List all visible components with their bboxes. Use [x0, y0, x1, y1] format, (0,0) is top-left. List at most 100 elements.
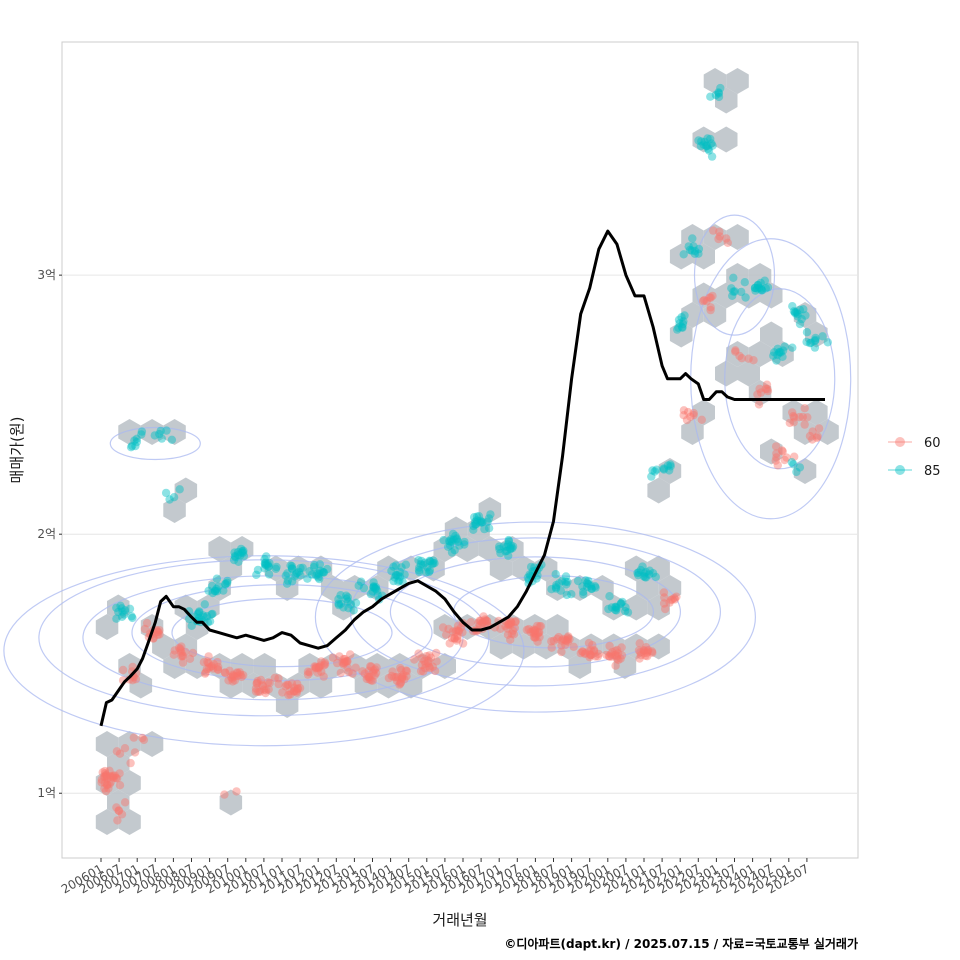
data-point-85 — [790, 308, 800, 317]
data-point-60 — [140, 624, 150, 634]
data-point-60 — [153, 630, 162, 639]
data-point-60 — [474, 618, 483, 627]
hexbin-cell — [107, 594, 130, 621]
data-point-60 — [103, 780, 112, 789]
data-point-60 — [367, 662, 376, 671]
data-point-60 — [129, 733, 138, 742]
data-point-85 — [469, 525, 478, 534]
data-point-60 — [111, 773, 121, 783]
data-point-85 — [128, 613, 137, 623]
data-point-85 — [446, 535, 455, 544]
hexbin-cell — [692, 399, 715, 426]
data-point-60 — [659, 588, 669, 597]
data-point-60 — [343, 663, 352, 672]
data-point-85 — [264, 562, 273, 571]
data-point-60 — [511, 617, 520, 626]
data-point-85 — [789, 307, 799, 316]
hexbin-cell — [658, 458, 682, 484]
data-point-60 — [588, 640, 597, 650]
hexbin-cell — [568, 653, 592, 679]
y-tick-label: 3억 — [37, 268, 56, 282]
data-point-60 — [103, 774, 112, 783]
median-line — [99, 229, 825, 727]
hexbin-cell — [208, 575, 231, 601]
data-point-60 — [363, 672, 372, 681]
plot-panel — [61, 41, 859, 859]
data-point-60 — [432, 648, 441, 658]
data-point-60 — [507, 618, 516, 627]
data-point-85 — [342, 591, 351, 600]
data-point-85 — [334, 599, 343, 608]
data-point-85 — [290, 572, 299, 581]
data-point-85 — [265, 558, 274, 568]
hexbin-cell — [647, 633, 670, 660]
data-point-85 — [810, 343, 820, 352]
data-point-60 — [384, 673, 394, 683]
hexbin-cell — [523, 614, 547, 640]
data-point-85 — [772, 356, 781, 365]
data-point-60 — [763, 385, 772, 394]
data-point-85 — [373, 591, 382, 600]
data-point-85 — [287, 564, 297, 574]
density-contour — [3, 555, 525, 747]
data-point-60 — [340, 657, 349, 666]
data-point-85 — [430, 559, 439, 568]
data-point-85 — [356, 577, 366, 586]
data-point-85 — [126, 443, 136, 452]
data-point-60 — [265, 678, 274, 688]
data-point-60 — [466, 618, 476, 627]
hexbin-cell — [174, 633, 198, 660]
data-point-85 — [305, 567, 314, 576]
data-point-60 — [808, 435, 817, 444]
data-point-60 — [154, 627, 163, 637]
data-point-85 — [200, 600, 209, 609]
data-point-60 — [772, 449, 781, 458]
data-point-85 — [260, 559, 270, 568]
data-point-85 — [127, 441, 137, 451]
data-point-85 — [271, 564, 281, 573]
data-point-85 — [586, 581, 596, 591]
data-point-85 — [236, 544, 246, 554]
data-point-60 — [220, 790, 229, 799]
data-point-60 — [665, 598, 674, 607]
data-point-85 — [315, 560, 325, 569]
data-point-60 — [772, 453, 781, 462]
data-point-60 — [450, 634, 459, 643]
data-point-85 — [239, 546, 248, 555]
axis-layer: 1억2억3억2006012006072007012007072008012008… — [37, 268, 811, 896]
data-point-85 — [282, 579, 292, 588]
data-point-60 — [481, 616, 490, 625]
data-point-85 — [443, 542, 453, 551]
data-point-85 — [476, 518, 485, 527]
data-point-60 — [611, 661, 620, 670]
data-point-60 — [101, 769, 110, 778]
data-point-60 — [524, 624, 533, 634]
data-point-85 — [131, 441, 140, 451]
hexbin-cell — [219, 789, 243, 816]
data-point-60 — [641, 651, 650, 660]
data-point-60 — [584, 638, 594, 648]
data-point-60 — [252, 679, 261, 688]
data-point-85 — [787, 458, 796, 467]
data-point-85 — [760, 276, 769, 285]
data-point-85 — [706, 92, 715, 101]
data-point-85 — [373, 586, 382, 595]
data-point-60 — [448, 627, 458, 636]
data-point-85 — [640, 572, 650, 582]
data-point-85 — [264, 570, 274, 579]
data-point-60 — [417, 654, 427, 663]
data-point-85 — [645, 566, 654, 575]
data-point-60 — [578, 647, 587, 656]
data-point-60 — [214, 662, 223, 672]
data-point-85 — [501, 547, 510, 556]
hexbin-cell — [264, 672, 288, 699]
data-point-60 — [605, 652, 614, 661]
data-point-60 — [221, 668, 230, 677]
data-point-60 — [130, 748, 140, 757]
data-point-85 — [281, 571, 290, 580]
data-point-60 — [647, 647, 657, 656]
data-point-60 — [731, 346, 740, 355]
data-point-60 — [396, 678, 406, 687]
data-point-60 — [414, 649, 423, 658]
data-point-85 — [547, 585, 556, 594]
